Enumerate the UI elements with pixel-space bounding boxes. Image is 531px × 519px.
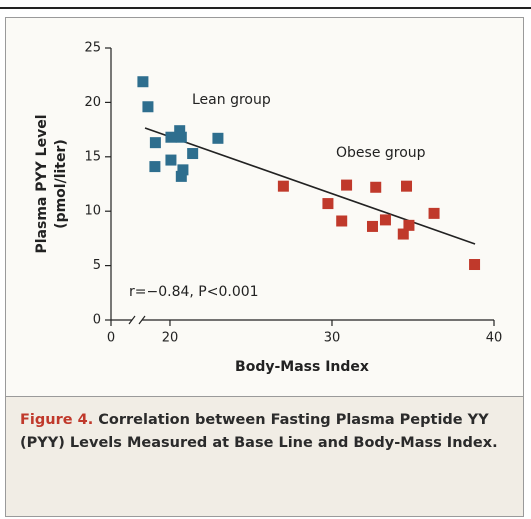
top-rule <box>0 7 531 9</box>
x-tick-label: 40 <box>486 331 503 346</box>
point <box>341 179 353 191</box>
axis-break-mark <box>128 315 136 325</box>
point <box>165 154 177 166</box>
point <box>379 214 391 226</box>
point <box>428 207 440 219</box>
y-tick-label: 5 <box>93 258 101 273</box>
y-tick-label: 20 <box>84 95 101 110</box>
axis-break-gap <box>132 317 142 323</box>
point <box>149 137 161 149</box>
x-tick-label: 0 <box>107 331 115 346</box>
point <box>277 180 289 192</box>
y-tick-label: 15 <box>84 149 101 164</box>
axis-break-mark <box>138 315 146 325</box>
point <box>469 259 481 271</box>
chart: 0 5 10 15 20 25 0 20 30 40 Body-Mass Index Plasma P… <box>34 41 503 376</box>
caption-label: Figure 4. <box>20 412 94 428</box>
trend-line <box>144 127 476 245</box>
x-axis-label: Body-Mass Index <box>235 359 369 375</box>
point <box>366 220 378 232</box>
point <box>149 161 161 173</box>
point <box>401 180 413 192</box>
point <box>142 101 154 113</box>
point <box>174 125 186 137</box>
y-axis-label: (pmol/liter) <box>53 139 69 229</box>
group-label: Lean group <box>192 92 271 108</box>
point <box>175 170 187 182</box>
y-tick-label: 10 <box>84 204 101 219</box>
point <box>177 164 189 176</box>
point <box>137 76 149 88</box>
y-tick-label: 25 <box>84 41 101 56</box>
point <box>165 131 177 143</box>
caption-text: Correlation between Fasting Plasma Pepti… <box>20 412 498 451</box>
group-label: Obese group <box>336 145 426 161</box>
y-axis-label: Plasma PYY Level <box>34 115 50 254</box>
point <box>322 198 334 210</box>
point <box>403 219 415 231</box>
point <box>336 215 348 227</box>
point <box>397 228 409 240</box>
point <box>187 148 199 160</box>
annotation: r=−0.84, P<0.001 <box>129 284 259 300</box>
y-tick-label: 0 <box>93 313 101 328</box>
point <box>370 181 382 193</box>
caption: Figure 4. Correlation between Fasting Pl… <box>6 396 523 516</box>
x-tick-label: 20 <box>162 331 179 346</box>
point <box>175 131 187 143</box>
x-tick-label: 30 <box>324 331 341 346</box>
point <box>212 132 224 144</box>
